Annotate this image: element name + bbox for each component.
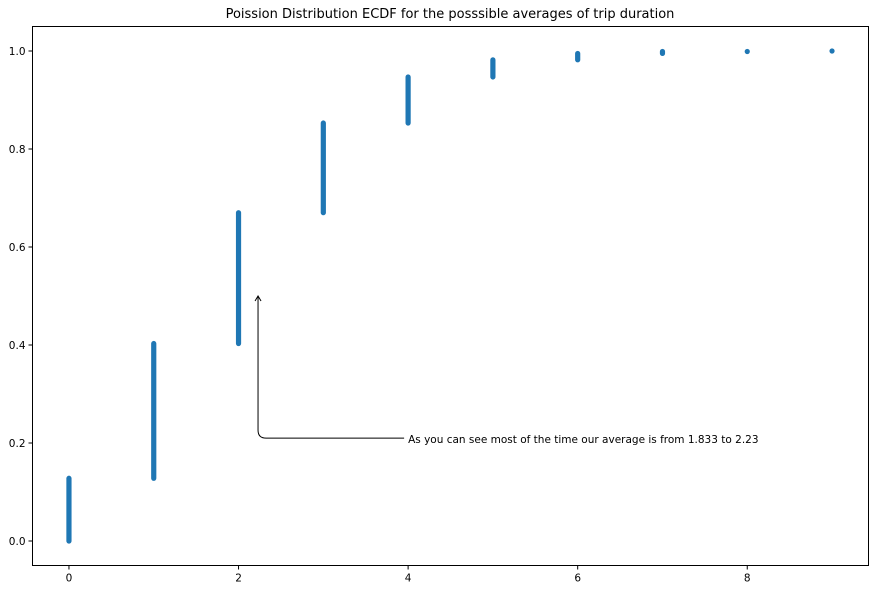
x-axis-ticks: 0 2 4 6 8 bbox=[66, 565, 751, 585]
x-tick-label: 4 bbox=[405, 573, 412, 585]
chart-marks bbox=[66, 48, 835, 544]
annotation-arrowhead bbox=[254, 295, 262, 302]
x-tick-label: 2 bbox=[235, 573, 242, 585]
y-axis-ticks: 0.0 0.2 0.4 0.6 0.8 1.0 bbox=[9, 46, 33, 548]
x-tick-label: 0 bbox=[66, 573, 73, 585]
data-point-8 bbox=[744, 48, 750, 55]
data-point-9 bbox=[829, 48, 835, 54]
x-tick-label: 6 bbox=[574, 573, 581, 585]
y-tick-label: 0.2 bbox=[9, 438, 26, 450]
y-tick-label: 1.0 bbox=[9, 46, 26, 58]
annotation-arrow bbox=[257, 296, 405, 439]
x-tick-label: 8 bbox=[744, 573, 751, 585]
annotation-text: As you can see most of the time our aver… bbox=[408, 434, 758, 446]
y-tick-label: 0.0 bbox=[9, 536, 26, 548]
chart-axes bbox=[32, 26, 869, 566]
chart-annotation: As you can see most of the time our aver… bbox=[254, 295, 759, 446]
plot-frame bbox=[32, 26, 869, 566]
y-tick-label: 0.4 bbox=[9, 340, 26, 352]
y-tick-label: 0.8 bbox=[9, 144, 26, 156]
y-tick-label: 0.6 bbox=[9, 242, 26, 254]
chart-title: Poission Distribution ECDF for the posss… bbox=[226, 7, 675, 22]
